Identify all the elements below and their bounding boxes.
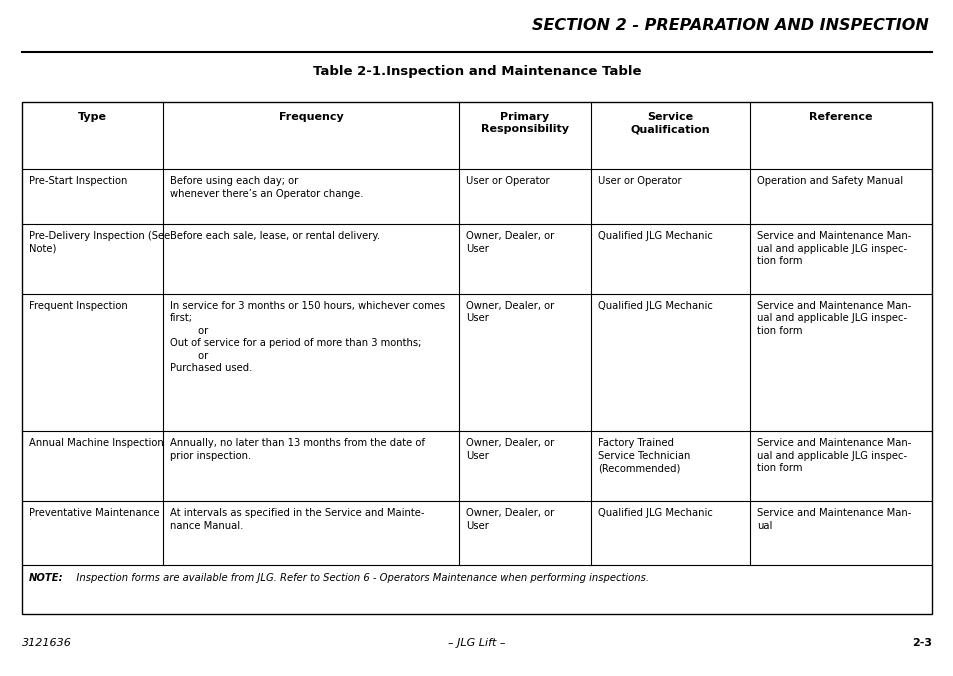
Text: Pre-Start Inspection: Pre-Start Inspection — [29, 176, 128, 187]
Text: Annual Machine Inspection: Annual Machine Inspection — [29, 438, 164, 448]
Bar — [22, 102, 931, 614]
Text: NOTE:: NOTE: — [29, 573, 64, 583]
Text: Primary
Responsibility: Primary Responsibility — [480, 112, 568, 135]
Text: Before each sale, lease, or rental delivery.: Before each sale, lease, or rental deliv… — [170, 231, 380, 241]
Text: SECTION 2 - PREPARATION AND INSPECTION: SECTION 2 - PREPARATION AND INSPECTION — [532, 18, 928, 33]
Text: Reference: Reference — [808, 112, 872, 122]
Text: In service for 3 months or 150 hours, whichever comes
first;
         or
Out of : In service for 3 months or 150 hours, wh… — [170, 301, 445, 373]
Text: Frequency: Frequency — [278, 112, 343, 122]
Text: Owner, Dealer, or
User: Owner, Dealer, or User — [465, 438, 554, 461]
Text: Service and Maintenance Man-
ual and applicable JLG inspec-
tion form: Service and Maintenance Man- ual and app… — [757, 438, 910, 473]
Text: Preventative Maintenance: Preventative Maintenance — [29, 508, 159, 518]
Text: Factory Trained
Service Technician
(Recommended): Factory Trained Service Technician (Reco… — [598, 438, 689, 473]
Text: Owner, Dealer, or
User: Owner, Dealer, or User — [465, 231, 554, 254]
Text: Qualified JLG Mechanic: Qualified JLG Mechanic — [598, 231, 712, 241]
Text: Operation and Safety Manual: Operation and Safety Manual — [757, 176, 902, 187]
Text: Qualified JLG Mechanic: Qualified JLG Mechanic — [598, 301, 712, 311]
Text: At intervals as specified in the Service and Mainte-
nance Manual.: At intervals as specified in the Service… — [170, 508, 424, 531]
Text: 3121636: 3121636 — [22, 638, 71, 648]
Text: User or Operator: User or Operator — [465, 176, 549, 187]
Text: Service
Qualification: Service Qualification — [630, 112, 709, 135]
Text: Qualified JLG Mechanic: Qualified JLG Mechanic — [598, 508, 712, 518]
Text: Owner, Dealer, or
User: Owner, Dealer, or User — [465, 301, 554, 323]
Text: Before using each day; or
whenever there’s an Operator change.: Before using each day; or whenever there… — [170, 176, 363, 199]
Text: Service and Maintenance Man-
ual and applicable JLG inspec-
tion form: Service and Maintenance Man- ual and app… — [757, 231, 910, 266]
Text: Owner, Dealer, or
User: Owner, Dealer, or User — [465, 508, 554, 531]
Text: Service and Maintenance Man-
ual: Service and Maintenance Man- ual — [757, 508, 910, 531]
Text: – JLG Lift –: – JLG Lift – — [448, 638, 505, 648]
Text: Frequent Inspection: Frequent Inspection — [29, 301, 128, 311]
Text: Annually, no later than 13 months from the date of
prior inspection.: Annually, no later than 13 months from t… — [170, 438, 425, 461]
Text: 2-3: 2-3 — [911, 638, 931, 648]
Text: Pre-Delivery Inspection (See
Note): Pre-Delivery Inspection (See Note) — [29, 231, 170, 254]
Text: User or Operator: User or Operator — [598, 176, 680, 187]
Text: Inspection forms are available from JLG. Refer to Section 6 - Operators Maintena: Inspection forms are available from JLG.… — [67, 573, 648, 583]
Text: Table 2-1.Inspection and Maintenance Table: Table 2-1.Inspection and Maintenance Tab… — [313, 65, 640, 78]
Text: Type: Type — [78, 112, 107, 122]
Text: Service and Maintenance Man-
ual and applicable JLG inspec-
tion form: Service and Maintenance Man- ual and app… — [757, 301, 910, 336]
